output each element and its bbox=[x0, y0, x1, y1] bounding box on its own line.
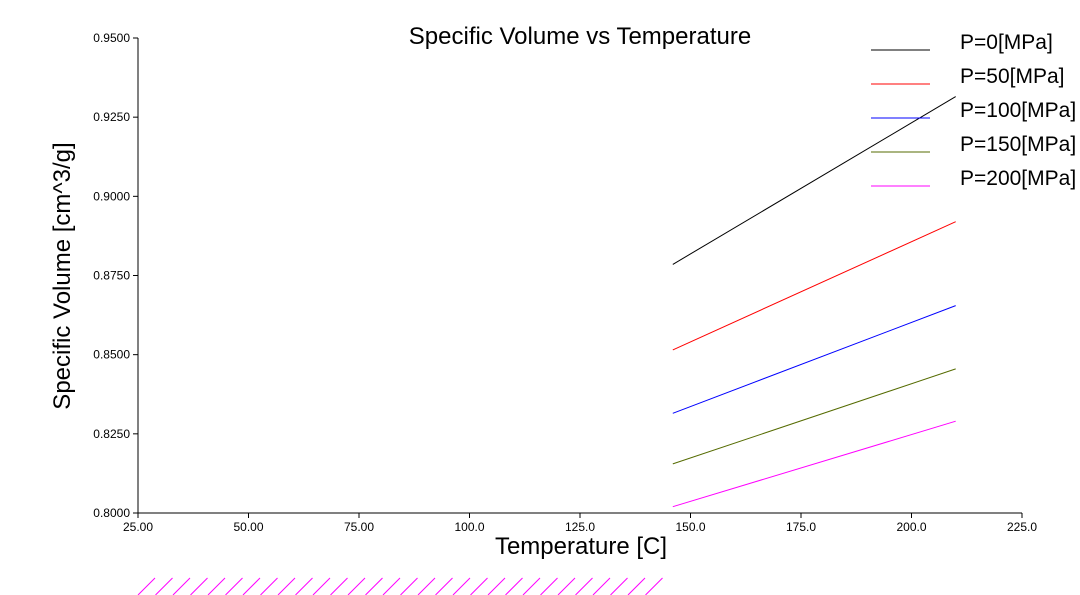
y-tick-label: 0.8750 bbox=[93, 269, 130, 283]
hatch-mark bbox=[330, 577, 348, 595]
hatch-mark bbox=[592, 577, 611, 595]
hatch-mark bbox=[260, 577, 278, 595]
series-group bbox=[672, 96, 956, 508]
hatch-mark bbox=[435, 577, 453, 595]
hatch-mark bbox=[190, 577, 208, 595]
y-axis-label: Specific Volume [cm^3/g] bbox=[49, 142, 76, 409]
hatch-mark bbox=[540, 577, 558, 595]
y-tick-label: 0.9000 bbox=[93, 189, 130, 203]
series-line-0 bbox=[672, 96, 956, 265]
hatch-mark bbox=[400, 577, 418, 595]
y-tick-label: 0.8000 bbox=[93, 506, 130, 520]
legend: P=0[MPa] P=50[MPa] P=100[MPa] P=150[MPa] P=2… bbox=[871, 31, 1076, 190]
series-line-3 bbox=[672, 368, 956, 465]
legend-label: P=0[MPa] bbox=[960, 31, 1053, 54]
hatch-mark bbox=[295, 577, 313, 595]
legend-label: P=150[MPa] bbox=[960, 133, 1076, 156]
hatch-mark bbox=[155, 577, 173, 595]
hatch-mark bbox=[522, 577, 541, 595]
hatch-mark bbox=[487, 577, 506, 595]
hatch-mark bbox=[452, 577, 471, 595]
hatch-mark bbox=[365, 577, 383, 595]
y-ticks: 0.8000 0.8250 0.8500 0.8750 0.9000 0.9250 0.95… bbox=[93, 31, 138, 520]
chart-title: Specific Volume vs Temperature bbox=[409, 23, 751, 50]
x-axis-label: Temperature [C] bbox=[495, 533, 667, 560]
hatch-mark bbox=[470, 577, 488, 595]
hatch-mark bbox=[627, 577, 646, 595]
hatch-mark bbox=[610, 577, 628, 595]
hatch-mark bbox=[242, 577, 261, 595]
x-tick-label: 175.0 bbox=[786, 520, 816, 534]
legend-label: P=200[MPa] bbox=[960, 167, 1076, 190]
x-tick-label: 50.00 bbox=[233, 520, 263, 534]
hatch-mark bbox=[645, 577, 663, 595]
hatch-mark bbox=[505, 577, 523, 595]
x-tick-label: 200.0 bbox=[896, 520, 926, 534]
legend-label: P=100[MPa] bbox=[960, 99, 1076, 122]
legend-label: P=50[MPa] bbox=[960, 65, 1064, 88]
hatch-mark bbox=[277, 577, 296, 595]
y-tick-label: 0.8500 bbox=[93, 348, 130, 362]
hatch-mark bbox=[207, 577, 226, 595]
hatch-mark bbox=[225, 577, 243, 595]
series-line-4 bbox=[672, 420, 956, 508]
hatch-mark bbox=[557, 577, 576, 595]
x-tick-label: 150.0 bbox=[675, 520, 705, 534]
hatch-pattern bbox=[137, 577, 663, 595]
hatch-mark bbox=[172, 577, 191, 595]
series-line-2 bbox=[672, 305, 956, 414]
x-tick-label: 25.00 bbox=[123, 520, 153, 534]
y-tick-label: 0.9500 bbox=[93, 31, 130, 45]
x-tick-label: 125.0 bbox=[565, 520, 595, 534]
hatch-mark bbox=[312, 577, 331, 595]
hatch-mark bbox=[137, 577, 156, 595]
y-tick-label: 0.9250 bbox=[93, 110, 130, 124]
x-tick-label: 225.0 bbox=[1007, 520, 1037, 534]
hatch-mark bbox=[347, 577, 366, 595]
x-tick-label: 75.00 bbox=[344, 520, 374, 534]
y-tick-label: 0.8250 bbox=[93, 427, 130, 441]
x-tick-label: 100.0 bbox=[454, 520, 484, 534]
hatch-mark bbox=[382, 577, 401, 595]
series-line-1 bbox=[672, 221, 956, 351]
hatch-mark bbox=[575, 577, 593, 595]
hatch-mark bbox=[417, 577, 436, 595]
x-ticks: 25.00 50.00 75.00 100.0 125.0 150.0 175.0 200.0… bbox=[123, 513, 1037, 534]
